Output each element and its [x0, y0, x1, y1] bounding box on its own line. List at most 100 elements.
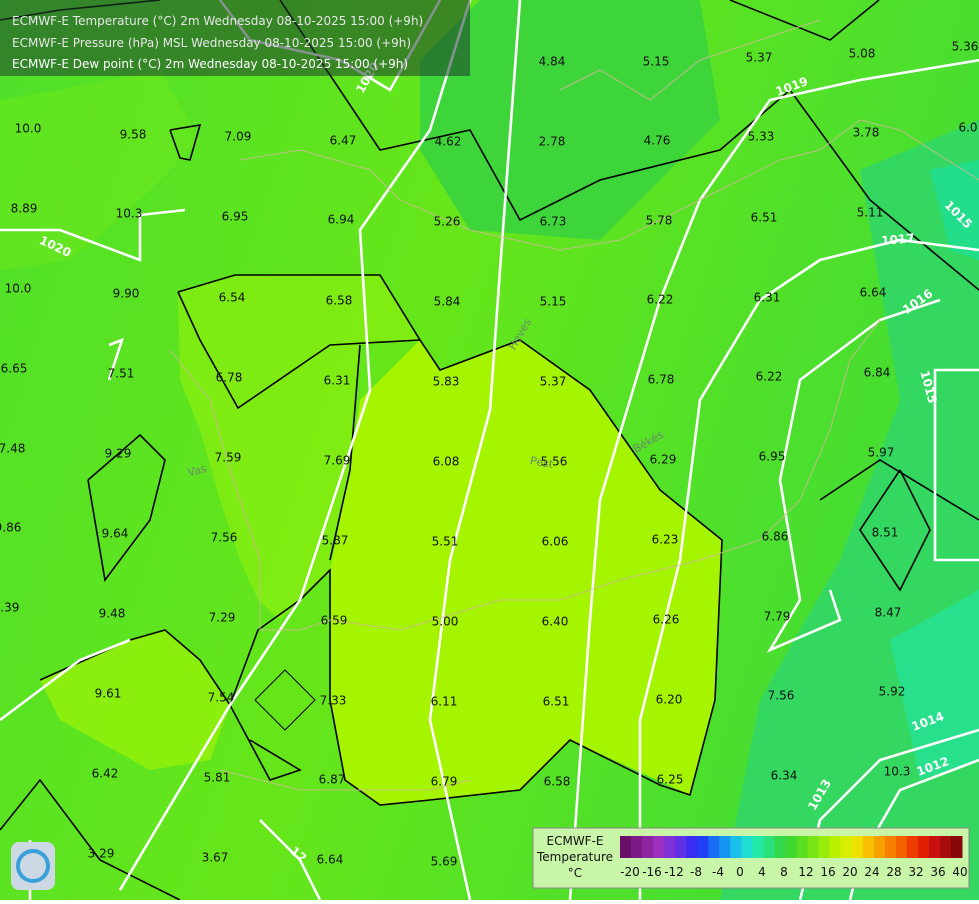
dewpoint-label: 6.31: [324, 374, 351, 388]
dewpoint-label: 5.37: [746, 51, 773, 65]
dewpoint-label: 7.54: [208, 691, 235, 705]
dewpoint-label: 6.29: [650, 453, 677, 467]
dewpoint-label: 10.3: [884, 765, 911, 779]
dewpoint-label: 6.95: [759, 450, 786, 464]
dewpoint-label: 6.0: [958, 121, 977, 135]
dewpoint-label: 10.3: [116, 207, 143, 221]
dewpoint-label: 7.69: [324, 454, 351, 468]
dewpoint-label: 6.58: [326, 294, 353, 308]
colorbar-cell: [873, 836, 886, 858]
colorbar-cell: [631, 836, 643, 858]
borders: [169, 19, 979, 791]
colorbar-tick-label: -20: [620, 865, 640, 879]
dewpoint-label: 3.67: [202, 851, 229, 865]
dewpoint-label: 6.95: [222, 210, 249, 224]
colorbar: -20 -16 -12 -8 -4 0 4 8 12 16 20 24 28 32 36 40: [620, 836, 968, 879]
dewpoint-label: 9.64: [102, 527, 129, 541]
dewpoint-label: 6.73: [540, 215, 567, 229]
colorbar-tick-label: 32: [908, 865, 923, 879]
dewpoint-label: 6.65: [1, 362, 28, 376]
dewpoint-label: 6.23: [652, 533, 679, 547]
dewpoint-label: 5.97: [868, 446, 895, 460]
dewpoint-label: 7.48: [0, 442, 25, 456]
colorbar-cell: [818, 836, 831, 858]
colorbar-cell: [708, 836, 720, 858]
colorbar-tick-label: 0: [736, 865, 744, 879]
dewpoint-label: 6.78: [216, 371, 243, 385]
colorbar-cell: [796, 836, 809, 858]
dewpoint-label: 5.08: [849, 47, 876, 61]
dewpoint-label: 5.00: [432, 615, 459, 629]
colorbar-cell: [763, 836, 775, 858]
dewpoint-label: 9.61: [95, 687, 122, 701]
colorbar-tick-label: 24: [864, 865, 879, 879]
colorbar-tick-label: 8: [780, 865, 788, 879]
dewpoint-label: 5.69: [431, 855, 458, 869]
dewpoint-label: 6.59: [321, 614, 348, 628]
dewpoint-label: 10.0: [15, 122, 42, 136]
colorbar-cell: [697, 836, 709, 858]
dewpoint-label: 8.89: [11, 202, 38, 216]
dewpoint-label: 6.86: [762, 530, 789, 544]
colorbar-cell: [774, 836, 786, 858]
dewpoint-label: 8.47: [875, 606, 902, 620]
logo: [11, 842, 55, 890]
colorbar-cell: [730, 836, 742, 858]
dewpoint-label: 5.51: [432, 535, 459, 549]
dewpoint-label: 9.48: [99, 607, 126, 621]
dewpoint-label: 5.26: [434, 215, 461, 229]
dewpoint-label: 9.29: [105, 447, 132, 461]
dewpoint-label: 5.87: [322, 534, 349, 548]
legend-title: ECMWF-E: [547, 834, 604, 848]
colorbar-tick-label: 16: [820, 865, 835, 879]
dewpoint-label: 9.90: [113, 287, 140, 301]
dewpoint-label: 6.51: [751, 211, 778, 225]
colorbar-cell: [686, 836, 698, 858]
colorbar-tick-label: 36: [930, 865, 945, 879]
dewpoint-label: 6.26: [653, 613, 680, 627]
legend-variable: Temperature: [536, 850, 613, 864]
dewpoint-label: 5.92: [879, 685, 906, 699]
colorbar-tick-label: -16: [642, 865, 662, 879]
dewpoint-label: 6.20: [656, 693, 683, 707]
colorbar-cell: [862, 836, 875, 858]
dewpoint-label: 7.79: [764, 610, 791, 624]
colorbar-cell: [620, 836, 632, 858]
dewpoint-label: 6.34: [771, 769, 798, 783]
dewpoint-label: 6.22: [647, 293, 674, 307]
dewpoint-label: 5.33: [748, 130, 775, 144]
dewpoint-label: 5.15: [540, 295, 567, 309]
dewpoint-label: 6.64: [860, 286, 887, 300]
colorbar-cell: [939, 836, 952, 858]
dewpoint-label: 6.06: [542, 535, 569, 549]
dewpoint-label: 6.42: [92, 767, 119, 781]
dewpoint-label: 6.22: [756, 370, 783, 384]
colorbar-cell: [664, 836, 676, 858]
dewpoint-label: 5.78: [646, 214, 673, 228]
dewpoint-label: 6.78: [648, 373, 675, 387]
dewpoint-label: 4.62: [435, 135, 462, 149]
dewpoint-label: 6.79: [431, 775, 458, 789]
colorbar-cell: [895, 836, 908, 858]
header-background: [0, 0, 470, 76]
dewpoint-label: 7.29: [209, 611, 236, 625]
dewpoint-label: 7.51: [108, 367, 135, 381]
dewpoint-label: 5.56: [541, 455, 568, 469]
colorbar-tick-label: -12: [664, 865, 684, 879]
dewpoint-label: 3.29: [88, 847, 115, 861]
colorbar-cell: [719, 836, 731, 858]
colorbar-cell: [906, 836, 919, 858]
colorbar-tick-label: -4: [712, 865, 724, 879]
dewpoint-label: 6.25: [657, 773, 684, 787]
header-line: ECMWF-E Pressure (hPa) MSL Wednesday 08-…: [12, 36, 411, 50]
dewpoint-label: 5.37: [540, 375, 567, 389]
colorbar-cell: [675, 836, 687, 858]
header: ECMWF-E Temperature (°C) 2m Wednesday 08…: [0, 0, 470, 76]
dewpoint-label: 6.87: [319, 773, 346, 787]
colorbar-tick-label: 28: [886, 865, 901, 879]
dewpoint-label: 10.0: [5, 282, 32, 296]
colorbar-tick-label: 12: [798, 865, 813, 879]
